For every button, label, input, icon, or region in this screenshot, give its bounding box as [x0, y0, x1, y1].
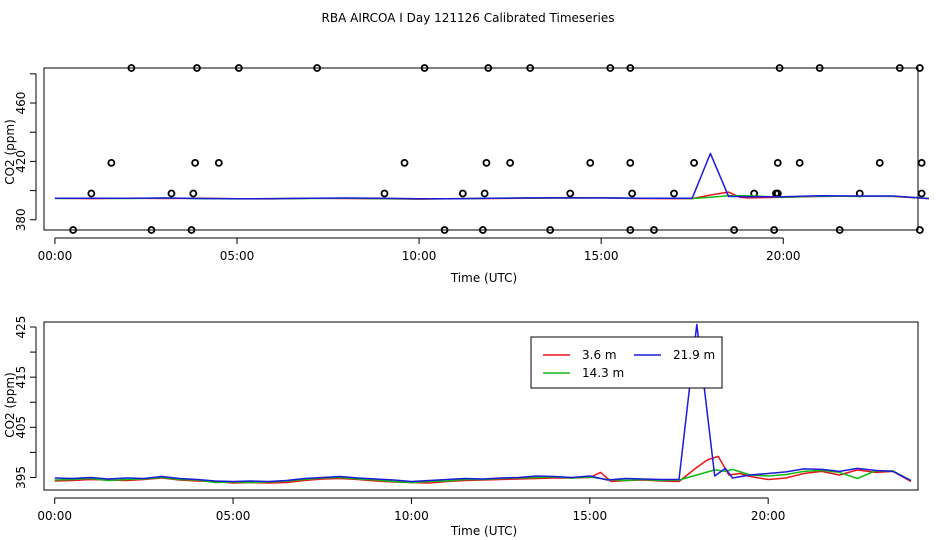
scatter-point: [835, 226, 844, 234]
scatter-point: [815, 64, 824, 72]
series-line-blue: [54, 152, 929, 200]
scatter-point: [650, 226, 658, 234]
scatter-point: [400, 158, 409, 167]
scatter-point: [167, 189, 176, 198]
legend-label-14-3m: 14.3 m: [582, 366, 624, 380]
y-tick-label: 415: [14, 366, 28, 389]
scatter-point: [506, 158, 515, 167]
scatter-point: [127, 64, 136, 72]
bottom-y-axis-title: CO2 (ppm): [3, 372, 17, 438]
top-y-axis-title: CO2 (ppm): [3, 119, 17, 185]
scatter-point: [690, 158, 698, 167]
scatter-point: [917, 158, 926, 167]
scatter-point: [628, 189, 637, 198]
y-tick-label: 420: [14, 150, 28, 173]
bottom-x-axis-title: Time (UTC): [450, 524, 517, 538]
scatter-point: [191, 158, 200, 167]
legend-label-21-9m: 21.9 m: [673, 348, 715, 362]
scatter-point: [313, 64, 322, 72]
x-tick-label: 05:00: [220, 249, 255, 263]
scatter-point: [440, 226, 449, 234]
scatter-point: [484, 64, 493, 72]
scatter-point: [478, 226, 487, 234]
x-tick-label: 00:00: [38, 249, 73, 263]
bottom-series-lines: [54, 323, 912, 484]
top-panel: 00:00 05:00 10:00 15:00 20:00 380 420 460 Time…: [3, 64, 929, 285]
scatter-point: [775, 64, 784, 72]
x-tick-label: 15:00: [584, 249, 619, 263]
y-tick-label: 405: [14, 416, 28, 439]
scatter-point: [107, 158, 116, 167]
scatter-point: [895, 64, 904, 72]
scatter-point: [915, 64, 924, 72]
scatter-point: [482, 158, 491, 167]
scatter-point: [566, 189, 575, 198]
y-tick-label: 380: [14, 208, 28, 231]
bottom-x-axis: 00:00 05:00 10:00 15:00 20:00: [37, 497, 786, 523]
legend: 3.6 m 14.3 m 21.9 m: [530, 336, 723, 389]
scatter-point: [626, 226, 635, 234]
scatter-point: [546, 226, 555, 234]
scatter-point: [626, 158, 635, 167]
scatter-point: [770, 226, 779, 234]
scatter-point: [147, 226, 156, 234]
x-tick-label: 05:00: [216, 509, 251, 523]
y-tick-label: 460: [14, 92, 28, 115]
scatter-point: [480, 189, 489, 198]
scatter-point: [915, 226, 924, 234]
scatter-point: [193, 64, 201, 72]
scatter-point: [773, 158, 782, 167]
legend-box: [530, 336, 723, 389]
scatter-point: [380, 189, 389, 198]
x-tick-label: 10:00: [394, 509, 429, 523]
legend-label-3-6m: 3.6 m: [582, 348, 617, 362]
top-x-axis-title: Time (UTC): [450, 271, 517, 285]
scatter-point: [526, 64, 535, 72]
y-tick-label: 395: [14, 466, 28, 489]
scatter-point: [730, 226, 738, 234]
x-tick-label: 00:00: [37, 509, 72, 523]
chart-title: RBA AIRCOA I Day 121126 Calibrated Times…: [322, 11, 615, 25]
bottom-panel: 00:00 05:00 10:00 15:00 20:00 395 405 415 425 T…: [3, 316, 919, 538]
scatter-point: [875, 158, 884, 167]
x-tick-label: 20:00: [751, 509, 786, 523]
scatter-point: [420, 64, 429, 72]
top-x-axis: 00:00 05:00 10:00 15:00 20:00: [38, 237, 801, 263]
x-tick-label: 20:00: [766, 249, 801, 263]
top-series-lines: [54, 152, 929, 200]
scatter-point: [670, 189, 678, 198]
bottom-plot-frame: [43, 321, 919, 491]
scatter-point: [586, 158, 595, 167]
scatter-point: [187, 226, 196, 234]
scatter-point: [69, 226, 78, 234]
top-plot-frame: [43, 67, 919, 231]
top-y-axis: 380 420 460: [14, 73, 37, 231]
x-tick-label: 15:00: [573, 509, 608, 523]
top-scatter-points: [69, 64, 926, 234]
scatter-point: [87, 189, 96, 198]
scatter-point: [795, 158, 804, 167]
bottom-y-axis: 395 405 415 425: [14, 316, 37, 489]
scatter-point: [214, 158, 223, 167]
scatter-point: [189, 189, 198, 198]
scatter-point: [458, 189, 467, 198]
series-line-blue: [54, 323, 912, 483]
scatter-point: [234, 64, 243, 72]
scatter-point: [606, 64, 615, 72]
y-tick-label: 425: [14, 316, 28, 339]
x-tick-label: 10:00: [402, 249, 437, 263]
scatter-point: [917, 189, 926, 198]
scatter-point: [626, 64, 635, 72]
